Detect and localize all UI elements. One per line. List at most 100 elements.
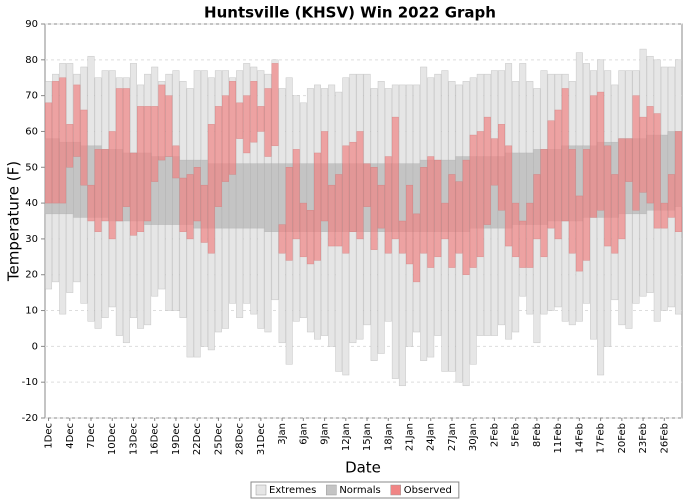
bar-2 xyxy=(73,84,81,157)
bar-2 xyxy=(356,131,364,240)
bar-2 xyxy=(285,167,293,261)
bar-2 xyxy=(667,174,675,218)
bar-2 xyxy=(455,181,463,254)
x-tick-label: 9Jan xyxy=(320,423,331,445)
y-tick-label: 40 xyxy=(25,198,38,209)
bar-2 xyxy=(59,77,67,204)
x-tick-label: 4Dec xyxy=(65,423,76,449)
bar-2 xyxy=(370,167,378,250)
x-tick-label: 20Feb xyxy=(617,423,628,453)
bar-2 xyxy=(236,102,244,139)
bar-2 xyxy=(597,91,605,211)
x-tick-label: 8Feb xyxy=(532,423,543,447)
bar-2 xyxy=(129,152,137,236)
chart-title: Huntsville (KHSV) Win 2022 Graph xyxy=(204,4,496,22)
bar-2 xyxy=(483,116,491,225)
bar-2 xyxy=(214,106,222,207)
legend-label: Extremes xyxy=(269,485,316,496)
legend-swatch xyxy=(255,484,267,496)
x-tick-label: 23Feb xyxy=(638,423,649,453)
bar-2 xyxy=(193,167,201,222)
bar-2 xyxy=(52,81,60,204)
bar-2 xyxy=(498,124,506,211)
bar-2 xyxy=(618,138,626,240)
bar-2 xyxy=(137,106,145,232)
bar-2 xyxy=(45,102,53,204)
bar-2 xyxy=(321,131,329,222)
bar-2 xyxy=(441,202,449,240)
bar-2 xyxy=(144,106,152,222)
bar-2 xyxy=(292,149,300,240)
x-tick-label: 14Feb xyxy=(574,423,585,453)
bar-2 xyxy=(229,81,237,175)
bar-2 xyxy=(604,145,612,247)
bar-2 xyxy=(526,202,534,268)
bar-2 xyxy=(200,184,208,243)
bar-2 xyxy=(66,124,74,168)
bar-2 xyxy=(115,88,123,222)
bar-2 xyxy=(363,163,371,207)
x-tick-label: 3Jan xyxy=(277,423,288,445)
bar-2 xyxy=(413,213,421,283)
bar-2 xyxy=(540,149,548,258)
bar-2 xyxy=(505,145,513,247)
bar-2 xyxy=(314,152,321,261)
bar-2 xyxy=(306,210,314,265)
x-tick-label: 18Jan xyxy=(383,423,394,451)
bar-2 xyxy=(250,81,258,143)
bar-2 xyxy=(427,156,435,268)
legend: Extremes Normals Observed xyxy=(250,481,460,499)
bar-2 xyxy=(94,149,102,232)
bar-2 xyxy=(476,131,484,258)
bar-2 xyxy=(342,145,350,254)
x-tick-label: 19Dec xyxy=(171,423,182,455)
x-tick-label: 27Jan xyxy=(447,423,458,451)
y-tick-label: 70 xyxy=(25,91,38,102)
bar-2 xyxy=(172,145,180,179)
bar-2 xyxy=(625,138,633,182)
x-tick-label: 12Jan xyxy=(341,423,352,451)
y-tick-label: 60 xyxy=(25,126,38,137)
bar-2 xyxy=(590,95,598,218)
legend-swatch xyxy=(326,484,337,496)
x-tick-label: 25Dec xyxy=(213,423,224,455)
bar-2 xyxy=(384,156,392,254)
bar-2 xyxy=(101,149,109,222)
bar-1 xyxy=(242,163,251,229)
bar-2 xyxy=(377,184,385,229)
x-axis-label: Date xyxy=(345,459,381,477)
x-tick-label: 16Dec xyxy=(150,423,161,455)
bar-2 xyxy=(639,116,647,193)
bar-2 xyxy=(674,131,682,232)
bar-1 xyxy=(250,163,258,229)
bar-2 xyxy=(391,116,399,240)
bar-2 xyxy=(122,88,130,207)
x-tick-label: 7Dec xyxy=(86,423,97,449)
bar-2 xyxy=(533,174,541,240)
bar-2 xyxy=(469,134,477,268)
bar-1 xyxy=(271,163,279,232)
bar-2 xyxy=(264,88,272,157)
bar-1 xyxy=(518,152,527,225)
x-tick-label: 10Dec xyxy=(107,423,118,455)
bar-2 xyxy=(271,63,279,147)
bar-2 xyxy=(519,220,527,268)
y-tick-label: 50 xyxy=(25,162,38,173)
bar-2 xyxy=(434,159,442,258)
bar-2 xyxy=(632,95,640,211)
bar-2 xyxy=(561,88,569,222)
bar-2 xyxy=(299,202,307,258)
bar-1 xyxy=(660,134,669,211)
bar-2 xyxy=(406,184,413,265)
bar-2 xyxy=(462,159,470,275)
y-tick-label: 80 xyxy=(25,55,38,66)
bar-2 xyxy=(660,202,668,229)
y-tick-label: 30 xyxy=(25,234,38,245)
y-tick-label: 10 xyxy=(25,306,38,317)
bar-2 xyxy=(335,174,343,247)
bar-2 xyxy=(646,106,654,204)
bar-2 xyxy=(165,95,173,157)
x-tick-label: 28Dec xyxy=(235,423,246,455)
bar-2 xyxy=(512,202,520,258)
